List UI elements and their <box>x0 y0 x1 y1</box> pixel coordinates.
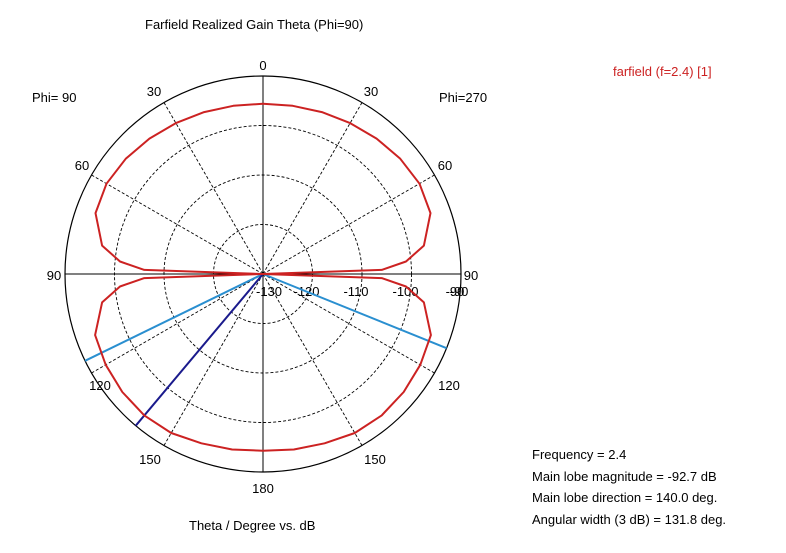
info-panel: Frequency = 2.4 Main lobe magnitude = -9… <box>532 444 726 530</box>
outer-circle <box>64 75 462 473</box>
pattern-curve-phi270 <box>262 102 432 452</box>
pattern-curve-phi90 <box>94 102 264 452</box>
info-main-lobe-magnitude: Main lobe magnitude = -92.7 dB <box>532 468 717 484</box>
phi-left-label: Phi= 90 <box>32 90 77 105</box>
angle-tick-label: 90 <box>47 268 61 283</box>
grid-spoke <box>163 102 264 275</box>
beamwidth-line <box>84 273 264 362</box>
angle-tick-label: 150 <box>139 452 161 467</box>
angle-tick-label: 90 <box>464 268 478 283</box>
angle-tick-label: 30 <box>364 84 378 99</box>
grid-spoke <box>163 273 264 446</box>
radial-tick-label: -130 <box>256 284 282 299</box>
angle-tick-label: 120 <box>438 378 460 393</box>
phi-right-label: Phi=270 <box>439 90 488 105</box>
beamwidth-line <box>262 273 447 350</box>
info-angular-width: Angular width (3 dB) = 131.8 deg. <box>532 511 727 527</box>
grid-spoke <box>91 273 264 374</box>
radial-tick-label: -90 <box>446 284 465 299</box>
grid-spoke <box>262 273 435 374</box>
x-axis-label: Theta / Degree vs. dB <box>189 518 316 533</box>
chart-title: Farfield Realized Gain Theta (Phi=90) <box>145 17 364 32</box>
angle-tick-label: -90 <box>450 284 469 299</box>
angle-tick-label: 60 <box>438 158 452 173</box>
angle-tick-label: 0 <box>259 58 266 73</box>
angle-tick-label: 180 <box>252 481 274 496</box>
info-frequency: Frequency = 2.4 <box>532 447 627 462</box>
angle-tick-label: 150 <box>364 452 386 467</box>
angle-tick-label: 60 <box>75 158 89 173</box>
grid-spoke <box>262 174 435 275</box>
main-lobe-line <box>134 273 264 427</box>
angle-tick-label: 120 <box>89 378 111 393</box>
radial-tick-label: -110 <box>343 284 368 299</box>
grid-spoke <box>91 174 264 275</box>
angle-tick-label: 30 <box>147 84 161 99</box>
legend-entry: farfield (f=2.4) [1] <box>613 64 712 79</box>
grid-spoke <box>262 102 363 275</box>
grid-spoke <box>262 273 363 446</box>
radial-tick-label: -100 <box>392 284 418 299</box>
info-main-lobe-direction: Main lobe direction = 140.0 deg. <box>532 490 718 505</box>
